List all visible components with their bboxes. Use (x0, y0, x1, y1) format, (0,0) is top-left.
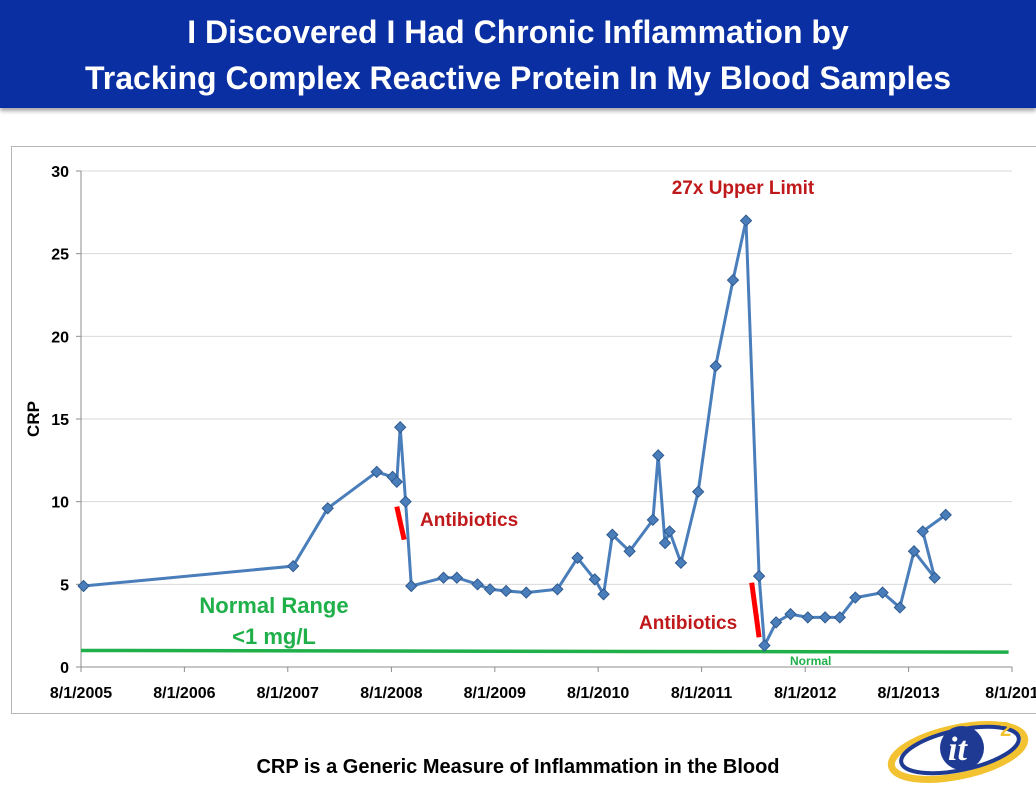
crp-data-point (784, 607, 797, 621)
crp-data-point (876, 586, 889, 599)
y-tick-label: 25 (51, 247, 69, 264)
crp-data-point (390, 475, 404, 489)
crp-data-point (652, 449, 665, 462)
crp-data-point (663, 525, 676, 538)
crp-data-point (907, 545, 921, 558)
crp-data-point (471, 578, 484, 591)
crp-data-point (450, 571, 464, 584)
annotation-normal-range: Normal Range (199, 593, 348, 618)
crp-data-point (658, 536, 672, 550)
crp-data-point (499, 584, 513, 598)
it2-logo: it 2 (887, 719, 1029, 783)
crp-data-point (606, 528, 619, 541)
x-tick-label: 8/1/2012 (774, 685, 836, 702)
x-tick-label: 8/1/2011 (671, 685, 733, 702)
logo-blue-disc (940, 726, 984, 770)
title-bar: I Discovered I Had Chronic Inflammation … (0, 0, 1036, 108)
crp-data-point (769, 616, 783, 629)
y-tick-label: 0 (60, 660, 69, 677)
crp-data-point (726, 273, 740, 287)
crp-data-point (646, 513, 660, 527)
annotation-antibiotics-2012: Antibiotics (639, 613, 737, 634)
crp-data-point (758, 639, 771, 652)
crp-data-point (520, 586, 533, 599)
x-tick-label: 8/1/2006 (153, 685, 215, 702)
crp-data-point (77, 579, 90, 593)
crp-data-point (893, 601, 907, 614)
crp-data-point (394, 421, 407, 434)
antibiotics-marker (394, 506, 407, 541)
crp-data-point (818, 611, 832, 624)
crp-data-point (597, 588, 610, 601)
y-tick-label: 15 (51, 412, 69, 429)
crp-data-point (370, 465, 383, 479)
antibiotics-marker (749, 582, 762, 638)
logo-superscript: 2 (1000, 719, 1011, 741)
y-tick-label: 30 (51, 164, 69, 181)
footer-caption: CRP is a Generic Measure of Inflammation… (256, 756, 780, 778)
crp-series-line (83, 219, 947, 647)
crp-data-point (399, 495, 412, 508)
crp-data-point (801, 611, 814, 624)
crp-data-point (691, 485, 705, 498)
crp-data-point (833, 611, 846, 624)
y-tick-label: 5 (60, 577, 69, 594)
annotation-27x-upper-limit: 27x Upper Limit (672, 178, 815, 199)
y-tick-label: 20 (51, 329, 69, 346)
crp-data-point (739, 214, 753, 227)
chart-frame: 0 5 10 15 20 25 30 8/1/2005 8/1/2006 8/1/2007 8/1/… (11, 146, 1036, 714)
crp-data-point (571, 551, 584, 565)
normal-range-line (80, 648, 1009, 654)
crp-data-point (928, 571, 941, 584)
x-tick-label: 8/1/2005 (50, 685, 112, 702)
y-axis-label: CRP (24, 401, 43, 437)
slide-title-line-2: Tracking Complex Reactive Protein In My … (84, 60, 951, 96)
crp-data-point (849, 591, 862, 604)
annotation-normal-range-units: <1 mg/L (232, 624, 316, 649)
x-tick-label: 8/1/2013 (877, 685, 939, 702)
crp-data-point (286, 559, 300, 573)
crp-data-point (437, 571, 450, 584)
logo-text: it (948, 731, 968, 768)
y-tick-label: 10 (51, 495, 69, 512)
crp-data-point (551, 583, 564, 596)
crp-data-point (709, 359, 722, 373)
crp-data-point (916, 525, 929, 538)
crp-data-point (674, 556, 688, 570)
x-tick-label: 8/1/201 (985, 685, 1036, 702)
crp-data-point (405, 579, 418, 593)
crp-data-point (939, 508, 952, 522)
crp-data-point (752, 569, 766, 583)
crp-data-point (483, 583, 497, 596)
crp-data-point (588, 573, 601, 586)
crp-chart: 0 5 10 15 20 25 30 8/1/2005 8/1/2006 8/1/2007 8/1/… (24, 164, 1036, 702)
x-tick-label: 8/1/2010 (567, 685, 629, 702)
annotation-antibiotics-2008: Antibiotics (420, 510, 518, 531)
x-tick-label: 8/1/2009 (464, 685, 526, 702)
crp-data-point (623, 545, 636, 558)
x-tick-label: 8/1/2008 (360, 685, 422, 702)
slide-title-line-1: I Discovered I Had Chronic Inflammation … (187, 14, 849, 50)
crp-data-point (321, 502, 334, 515)
x-tick-label: 8/1/2007 (257, 685, 319, 702)
annotation-normal: Normal (790, 654, 831, 668)
